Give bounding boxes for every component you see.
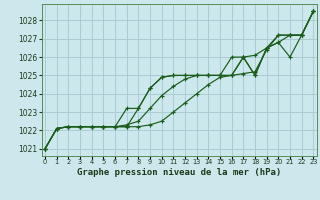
X-axis label: Graphe pression niveau de la mer (hPa): Graphe pression niveau de la mer (hPa) (77, 168, 281, 177)
